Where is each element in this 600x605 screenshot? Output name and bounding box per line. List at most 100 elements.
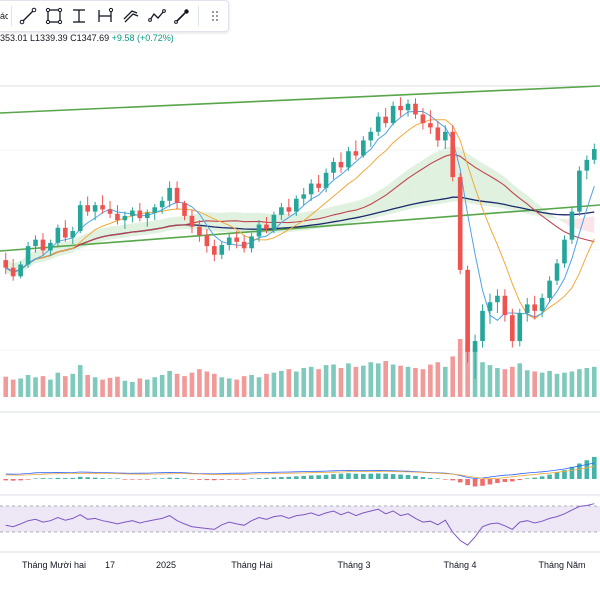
volume-bar	[487, 365, 493, 397]
candle-body	[524, 304, 530, 314]
volume-bar	[234, 379, 239, 397]
volume-bar	[152, 377, 158, 397]
parallel-channel-icon[interactable]	[119, 4, 143, 28]
volume-bar	[413, 368, 418, 397]
candle-body	[547, 280, 552, 298]
volume-bar	[361, 365, 366, 397]
macd-histogram-bar	[25, 479, 31, 480]
macd-histogram-bar	[383, 473, 388, 479]
macd-histogram-bar	[331, 474, 336, 479]
macd-histogram-bar	[308, 475, 314, 479]
volume-bar	[3, 376, 9, 397]
macd-histogram-bar	[480, 479, 485, 486]
candle-body	[308, 183, 314, 195]
macd-histogram-bar	[115, 478, 120, 479]
macd-histogram-bar	[413, 475, 418, 479]
channel-lower-line	[0, 204, 600, 252]
cloud-segment	[162, 217, 170, 233]
volume-bar	[480, 362, 485, 397]
macd-histogram-bar	[353, 473, 359, 479]
cloud-segment	[169, 216, 178, 231]
macd-histogram-bar	[368, 473, 374, 479]
candle-body	[197, 226, 202, 236]
candle-body	[10, 267, 16, 277]
time-axis-label: Tháng Năm	[538, 560, 585, 570]
candle-body	[204, 235, 210, 247]
volume-bar	[383, 361, 388, 397]
legend-low: L1339.39	[30, 33, 68, 43]
volume-bar	[204, 371, 210, 397]
candle-body	[241, 241, 247, 249]
macd-histogram-bar	[159, 478, 165, 479]
volume-bar	[33, 377, 38, 397]
volume-bar	[167, 370, 172, 397]
candle-body	[293, 198, 299, 212]
macd-histogram-bar	[241, 479, 247, 480]
cloud-segment	[102, 226, 111, 242]
volume-bar	[435, 362, 441, 397]
volume-bar	[331, 364, 336, 397]
candle-body	[383, 116, 388, 124]
volume-bar	[562, 372, 567, 397]
candle-body	[502, 295, 508, 316]
drawing-toolbar: ác	[0, 0, 229, 32]
macd-histogram-bar	[375, 473, 381, 479]
volume-bar	[293, 371, 299, 397]
horizontal-range-icon[interactable]	[93, 4, 117, 28]
fib-extension-icon[interactable]	[67, 4, 91, 28]
cloud-segment	[154, 219, 163, 234]
macd-histogram-bar	[279, 477, 284, 479]
brush-icon[interactable]	[171, 4, 195, 28]
cloud-segment	[333, 204, 341, 227]
macd-histogram-bar	[517, 479, 523, 481]
candle-body	[450, 131, 456, 178]
channel-upper-line	[0, 85, 600, 114]
cloud-segment	[430, 151, 438, 206]
volume-bar	[55, 372, 61, 397]
grid-lines	[0, 85, 600, 351]
volume-bar	[569, 371, 575, 397]
candle-body	[420, 114, 426, 124]
rectangle-icon[interactable]	[42, 4, 66, 28]
trend-channel	[0, 85, 600, 252]
macd-histogram-bar	[144, 479, 150, 480]
candle-body	[323, 172, 329, 188]
candle-body	[40, 239, 46, 251]
cloud-segment	[117, 224, 125, 239]
macd-histogram-bar	[301, 475, 307, 479]
cloud-segment	[415, 159, 423, 208]
cloud-segment	[408, 164, 416, 210]
candle-body	[405, 103, 411, 111]
volume-bar	[10, 379, 16, 397]
candle-body	[428, 123, 433, 128]
cloud-segment	[504, 177, 513, 211]
macd-histogram-bar	[539, 476, 545, 479]
path-icon[interactable]	[145, 4, 169, 28]
macd-histogram-bar	[174, 477, 180, 479]
toolbar-separator-end	[198, 6, 200, 26]
ma-fast-line	[5, 111, 595, 321]
macd-histogram-bar	[212, 479, 217, 481]
candle-body	[174, 187, 180, 203]
cloud-segment	[124, 223, 133, 238]
volume-bar	[144, 379, 150, 397]
legend-high: 353.01	[0, 33, 28, 43]
macd-histogram-bar	[495, 479, 500, 484]
volume-bar	[249, 374, 254, 397]
volume-bar	[577, 369, 582, 397]
macd-histogram-bar	[197, 479, 202, 480]
candle-body	[390, 105, 396, 124]
macd-histogram-bar	[219, 479, 225, 480]
macd-histogram-bar	[547, 474, 552, 479]
trend-line-icon[interactable]	[16, 4, 40, 28]
cloud-segment	[378, 186, 386, 217]
cloud-segment	[363, 195, 371, 221]
volume-bar	[457, 339, 463, 397]
cloud-segment	[586, 216, 595, 234]
macd-histogram-bar	[33, 478, 38, 479]
drag-handle-icon[interactable]	[203, 4, 227, 28]
cloud-segment	[110, 225, 118, 240]
time-axis-label: Tháng Mười hai	[22, 560, 86, 570]
